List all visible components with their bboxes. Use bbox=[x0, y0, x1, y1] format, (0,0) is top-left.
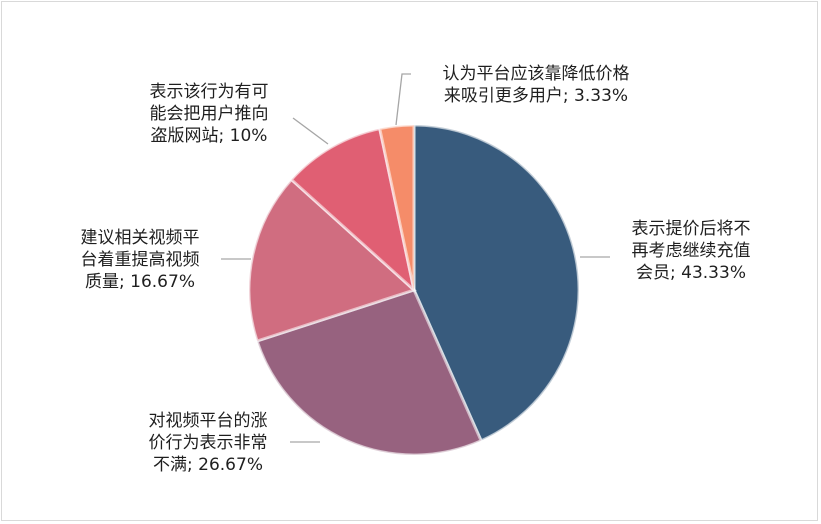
pie-slice-2 bbox=[255, 288, 484, 457]
data-label-1: 表示提价后将不再考虑继续充值会员; 43.33% bbox=[632, 219, 751, 283]
data-label-line: 建议相关视频平 bbox=[81, 228, 200, 248]
pie-slice-5 bbox=[377, 123, 416, 291]
data-label-line: 再考虑继续充值 bbox=[632, 241, 751, 261]
pie-slice-1 bbox=[412, 123, 581, 443]
leader-line-5 bbox=[395, 73, 411, 126]
data-label-2: 对视频平台的涨价行为表示非常不满; 26.67% bbox=[149, 411, 268, 475]
data-label-line: 价行为表示非常 bbox=[149, 433, 268, 453]
pie-rim bbox=[248, 124, 580, 456]
data-label-5: 认为平台应该靠降低价格来吸引更多用户; 3.33% bbox=[443, 64, 630, 106]
data-label-3: 建议相关视频平台着重提高视频质量; 16.67% bbox=[81, 228, 200, 292]
data-label-line: 不满; 26.67% bbox=[153, 455, 263, 475]
data-label-line: 会员; 43.33% bbox=[636, 263, 746, 283]
data-label-4: 表示该行为有可能会把用户推向盗版网站; 10% bbox=[150, 82, 269, 146]
data-label-line: 表示提价后将不 bbox=[632, 219, 751, 239]
pie-slice-3 bbox=[247, 177, 417, 343]
data-label-line: 能会把用户推向 bbox=[150, 104, 269, 124]
data-label-line: 来吸引更多用户; 3.33% bbox=[444, 86, 628, 106]
pie-slice-4 bbox=[289, 126, 417, 295]
data-label-line: 认为平台应该靠降低价格 bbox=[443, 64, 630, 84]
data-label-line: 台着重提高视频 bbox=[81, 250, 200, 270]
data-label-line: 盗版网站; 10% bbox=[151, 126, 268, 146]
data-label-line: 质量; 16.67% bbox=[85, 272, 195, 292]
data-label-line: 表示该行为有可 bbox=[150, 82, 269, 102]
leader-line-4 bbox=[292, 117, 329, 145]
data-label-line: 对视频平台的涨 bbox=[149, 411, 268, 431]
